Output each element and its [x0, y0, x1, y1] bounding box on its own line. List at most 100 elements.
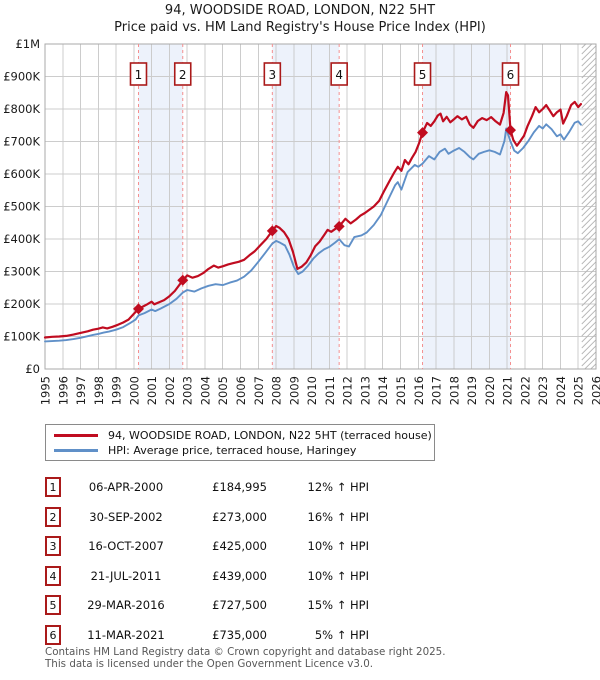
svg-text:£700K: £700K [3, 135, 40, 149]
svg-text:2008: 2008 [270, 376, 284, 405]
sale-hpi-delta: 10% ↑ HPI [307, 539, 369, 553]
sale-price: £439,000 [212, 569, 267, 583]
svg-text:£500K: £500K [3, 200, 40, 214]
legend-red-line-swatch [54, 434, 98, 437]
sale-number-box: 2 [45, 507, 61, 527]
sale-date: 11-MAR-2021 [87, 628, 165, 642]
legend-label-property: 94, WOODSIDE ROAD, LONDON, N22 5HT (terr… [108, 429, 432, 442]
sale-hpi-delta: 15% ↑ HPI [307, 598, 369, 612]
svg-text:2013: 2013 [358, 376, 372, 405]
legend-entry-hpi: HPI: Average price, terraced house, Hari… [54, 443, 434, 458]
svg-text:2006: 2006 [234, 376, 248, 405]
sale-marker [417, 127, 429, 139]
sale-marker [177, 274, 189, 286]
svg-text:2007: 2007 [252, 376, 266, 405]
svg-text:2022: 2022 [518, 376, 532, 405]
svg-text:£800K: £800K [3, 102, 40, 116]
svg-text:2026: 2026 [590, 376, 600, 405]
sale-number-box: 5 [45, 595, 61, 615]
svg-text:2: 2 [179, 68, 187, 82]
sale-date: 06-APR-2000 [88, 480, 164, 494]
sale-marker [266, 225, 278, 237]
sale-hpi-delta: 16% ↑ HPI [307, 510, 369, 524]
svg-text:1999: 1999 [110, 376, 124, 405]
svg-text:£600K: £600K [3, 167, 40, 181]
sale-hpi-delta: 10% ↑ HPI [307, 569, 369, 583]
sale-hpi-delta: 12% ↑ HPI [307, 480, 369, 494]
svg-text:2018: 2018 [447, 376, 461, 405]
svg-text:1996: 1996 [56, 376, 70, 405]
svg-text:2024: 2024 [554, 376, 568, 405]
svg-text:1998: 1998 [92, 376, 106, 405]
legend-entry-property: 94, WOODSIDE ROAD, LONDON, N22 5HT (terr… [54, 428, 434, 443]
footer-line-2: This data is licensed under the Open Gov… [45, 657, 374, 670]
x-axis-labels: 1995 1996 1997 1998 1999 2000 2001 2002 2003 2004… [39, 376, 600, 405]
svg-text:2000: 2000 [127, 376, 141, 405]
sale-hpi-delta: 5% ↑ HPI [314, 628, 369, 642]
future-hatch [581, 43, 597, 370]
svg-text:2009: 2009 [287, 376, 301, 405]
series-line-property [43, 90, 583, 339]
sale-row-6: 6 11-MAR-2021 £735,000 5% ↑ HPI [45, 625, 375, 645]
svg-text:2019: 2019 [465, 376, 479, 405]
sale-price: £735,000 [212, 628, 267, 642]
series-line-hpi [44, 120, 582, 343]
page-title: 94, WOODSIDE ROAD, LONDON, N22 5HT [164, 3, 436, 18]
svg-text:£300K: £300K [3, 265, 40, 279]
sale-price: £425,000 [212, 539, 267, 553]
svg-text:2021: 2021 [501, 376, 515, 405]
sale-number-box: 4 [45, 566, 61, 586]
svg-text:£100K: £100K [3, 330, 40, 344]
sale-date: 30-SEP-2002 [89, 510, 163, 524]
license-footer: Contains HM Land Registry data © Crown c… [45, 646, 446, 670]
sale-marker [505, 124, 517, 136]
footer-line-1: Contains HM Land Registry data © Crown c… [45, 646, 446, 658]
svg-text:2017: 2017 [430, 376, 444, 405]
sale-row-2: 2 30-SEP-2002 £273,000 16% ↑ HPI [45, 507, 375, 527]
sale-number-box: 1 [45, 477, 61, 497]
chart-legend: 94, WOODSIDE ROAD, LONDON, N22 5HT (terr… [45, 424, 435, 461]
svg-text:2001: 2001 [145, 376, 159, 405]
svg-text:2010: 2010 [305, 376, 319, 405]
plot-border [44, 43, 597, 370]
svg-text:£200K: £200K [3, 297, 40, 311]
svg-text:4: 4 [335, 68, 343, 82]
svg-text:2020: 2020 [483, 376, 497, 405]
svg-text:2004: 2004 [198, 376, 212, 405]
legend-blue-line-swatch [54, 449, 98, 452]
sale-markers [132, 124, 517, 315]
svg-text:2011: 2011 [323, 376, 337, 405]
svg-text:2003: 2003 [181, 376, 195, 405]
sale-number-flags: 1 2 3 4 5 6 [129, 62, 520, 86]
svg-text:2014: 2014 [376, 376, 390, 405]
svg-text:2025: 2025 [572, 376, 586, 405]
sale-row-1: 1 06-APR-2000 £184,995 12% ↑ HPI [45, 477, 375, 497]
svg-text:£900K: £900K [3, 70, 40, 84]
sale-date: 21-JUL-2011 [90, 569, 162, 583]
y-axis-labels: £0 £100K £200K £300K £400K £500K £600K £700K £80… [3, 37, 40, 376]
svg-text:1995: 1995 [39, 376, 53, 405]
svg-text:£400K: £400K [3, 232, 40, 246]
sale-row-5: 5 29-MAR-2016 £727,500 15% ↑ HPI [45, 595, 375, 615]
svg-text:2005: 2005 [216, 376, 230, 405]
svg-text:£1M: £1M [15, 37, 40, 51]
svg-text:2015: 2015 [394, 376, 408, 405]
svg-text:2002: 2002 [163, 376, 177, 405]
sale-price: £727,500 [212, 598, 267, 612]
svg-text:2023: 2023 [536, 376, 550, 405]
sale-row-4: 4 21-JUL-2011 £439,000 10% ↑ HPI [45, 566, 375, 586]
svg-text:£0: £0 [25, 362, 40, 376]
sale-marker [132, 303, 144, 315]
svg-text:3: 3 [269, 68, 277, 82]
price-history-chart: 1 2 3 4 5 6 £0 £100K £200K £300K £400K £500K £600K £7… [3, 37, 600, 405]
svg-text:1997: 1997 [74, 376, 88, 405]
svg-text:2012: 2012 [341, 376, 355, 405]
sale-number-box: 6 [45, 625, 61, 645]
page-subtitle: Price paid vs. HM Land Registry's House … [114, 20, 486, 35]
sale-date: 29-MAR-2016 [87, 598, 165, 612]
svg-text:5: 5 [419, 68, 427, 82]
svg-text:6: 6 [507, 68, 515, 82]
sale-price: £273,000 [212, 510, 267, 524]
svg-text:1: 1 [135, 68, 143, 82]
